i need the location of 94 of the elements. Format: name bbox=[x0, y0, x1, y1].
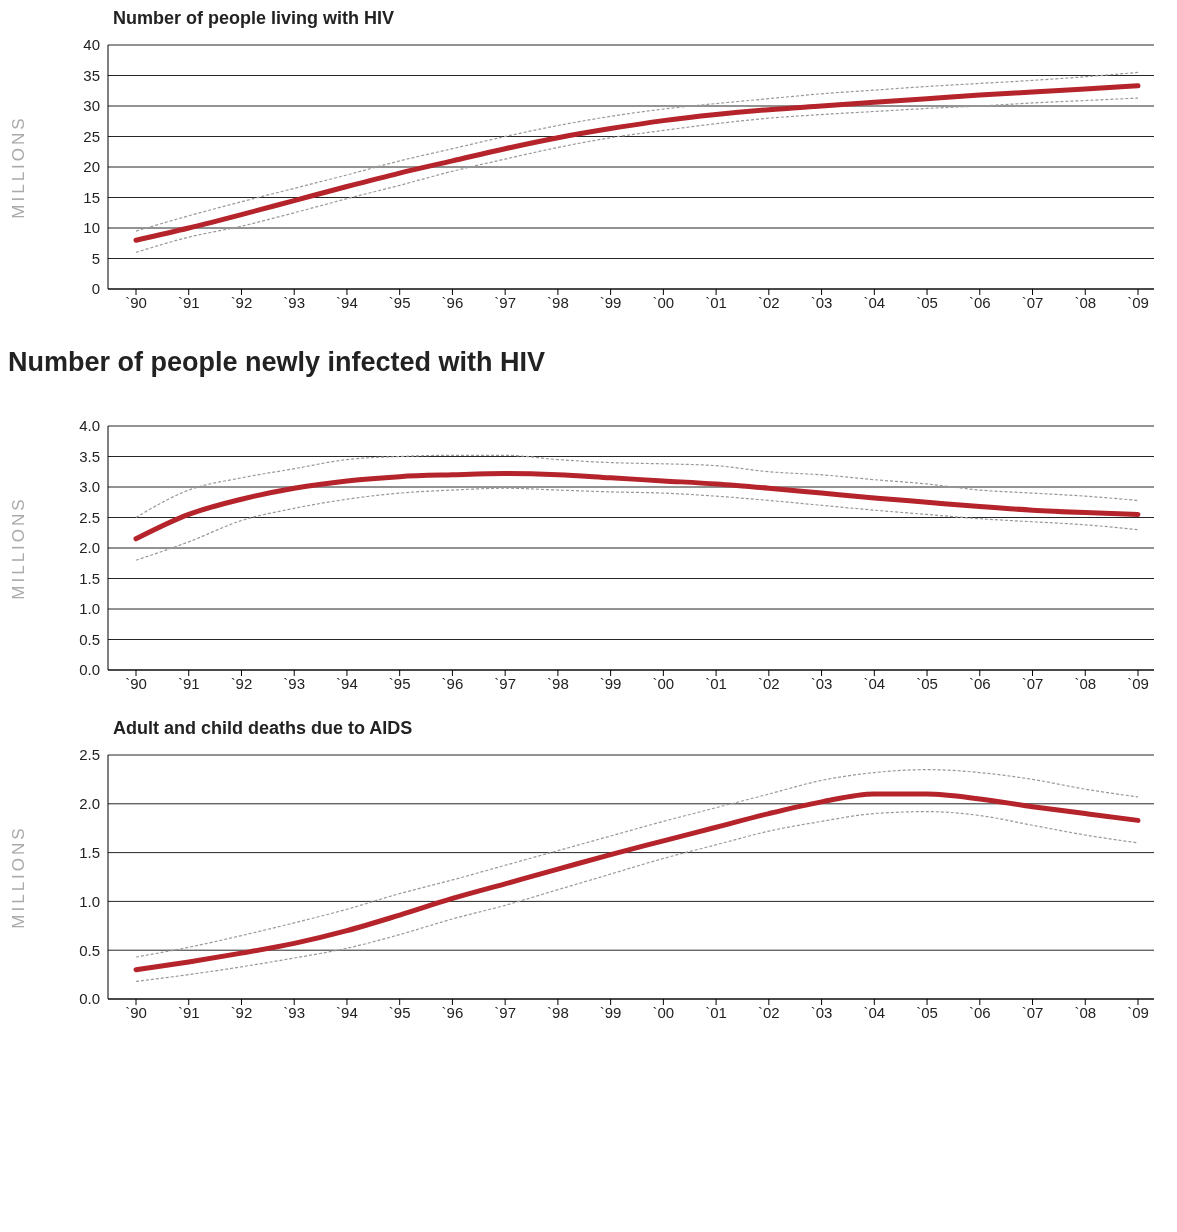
y-tick-label: 0.5 bbox=[79, 630, 100, 648]
y-tick-label: 40 bbox=[83, 36, 100, 54]
chart-title: Number of people living with HIV bbox=[113, 8, 395, 29]
x-tick-label: `99 bbox=[599, 1003, 622, 1021]
x-tick-label: `94 bbox=[336, 1003, 358, 1021]
x-tick-label: `92 bbox=[230, 1003, 253, 1021]
x-tick-label: `03 bbox=[810, 1003, 833, 1021]
line-series bbox=[135, 769, 1139, 958]
x-tick-label: `03 bbox=[810, 674, 833, 692]
x-tick-label: `08 bbox=[1074, 1003, 1097, 1021]
x-tick-label: `91 bbox=[177, 293, 200, 311]
y-tick-label: 0.0 bbox=[79, 990, 100, 1008]
x-tick-label: `99 bbox=[599, 674, 622, 692]
y-tick-label: 2.0 bbox=[79, 539, 100, 557]
x-tick-label: `02 bbox=[758, 1003, 780, 1021]
x-tick-label: `92 bbox=[230, 674, 253, 692]
x-tick-label: `93 bbox=[283, 293, 306, 311]
x-tick-label: `09 bbox=[1127, 293, 1149, 311]
x-tick-label: `93 bbox=[283, 1003, 306, 1021]
y-tick-label: 30 bbox=[83, 97, 100, 115]
y-axis-title: MILLIONS bbox=[9, 115, 29, 219]
x-tick-label: `05 bbox=[916, 293, 938, 311]
chart-title: Number of people newly infected with HIV bbox=[8, 347, 547, 378]
y-tick-label: 10 bbox=[83, 219, 100, 237]
y-tick-label: 1.0 bbox=[79, 892, 100, 910]
x-tick-label: `07 bbox=[1021, 293, 1044, 311]
y-tick-label: 25 bbox=[83, 127, 100, 145]
y-tick-label: 15 bbox=[83, 188, 100, 206]
y-tick-label: 0.0 bbox=[79, 661, 100, 679]
y-tick-label: 2.0 bbox=[79, 795, 100, 813]
x-tick-label: `06 bbox=[968, 293, 991, 311]
x-tick-label: `97 bbox=[494, 674, 516, 692]
x-tick-label: `91 bbox=[177, 1003, 200, 1021]
x-tick-label: `02 bbox=[758, 674, 780, 692]
line-series bbox=[135, 811, 1139, 983]
x-tick-label: `02 bbox=[758, 293, 780, 311]
x-tick-label: `09 bbox=[1127, 674, 1149, 692]
x-tick-label: `00 bbox=[652, 293, 675, 311]
y-tick-label: 20 bbox=[83, 158, 100, 176]
chart-title: Adult and child deaths due to AIDS bbox=[113, 718, 414, 739]
x-tick-label: `94 bbox=[336, 293, 358, 311]
x-tick-label: `04 bbox=[863, 1003, 886, 1021]
x-tick-label: `97 bbox=[494, 1003, 516, 1021]
x-tick-label: `97 bbox=[494, 293, 516, 311]
y-tick-label: 1.5 bbox=[79, 843, 100, 861]
x-tick-label: `05 bbox=[916, 1003, 938, 1021]
x-tick-label: `90 bbox=[125, 293, 147, 311]
x-tick-label: `06 bbox=[968, 1003, 991, 1021]
x-tick-label: `07 bbox=[1021, 674, 1044, 692]
x-tick-label: `04 bbox=[863, 293, 886, 311]
x-tick-label: `90 bbox=[125, 1003, 147, 1021]
y-tick-label: 0.5 bbox=[79, 941, 100, 959]
x-tick-label: `95 bbox=[388, 1003, 411, 1021]
x-tick-label: `95 bbox=[388, 674, 411, 692]
y-tick-label: 1.0 bbox=[79, 600, 100, 618]
x-tick-label: `08 bbox=[1074, 293, 1097, 311]
y-axis-title: MILLIONS bbox=[9, 496, 29, 600]
x-tick-label: `90 bbox=[125, 674, 147, 692]
line-series bbox=[135, 487, 1139, 561]
x-tick-label: `04 bbox=[863, 674, 886, 692]
y-tick-label: 0 bbox=[91, 280, 100, 298]
x-tick-label: `09 bbox=[1127, 1003, 1149, 1021]
y-tick-label: 35 bbox=[83, 66, 100, 84]
x-tick-label: `98 bbox=[547, 674, 569, 692]
x-tick-label: `03 bbox=[810, 293, 833, 311]
x-tick-label: `92 bbox=[230, 293, 253, 311]
x-tick-label: `01 bbox=[705, 1003, 727, 1021]
x-tick-label: `96 bbox=[441, 293, 464, 311]
x-tick-label: `01 bbox=[705, 293, 727, 311]
x-tick-label: `00 bbox=[652, 674, 675, 692]
y-axis-title: MILLIONS bbox=[9, 825, 29, 929]
x-tick-label: `98 bbox=[547, 1003, 569, 1021]
y-tick-label: 2.5 bbox=[79, 508, 100, 526]
line-series bbox=[135, 454, 1139, 519]
x-tick-label: `98 bbox=[547, 293, 569, 311]
x-tick-label: `05 bbox=[916, 674, 938, 692]
y-tick-label: 3.0 bbox=[79, 478, 100, 496]
x-tick-label: `95 bbox=[388, 293, 411, 311]
x-tick-label: `96 bbox=[441, 1003, 464, 1021]
x-tick-label: `93 bbox=[283, 674, 306, 692]
x-tick-label: `08 bbox=[1074, 674, 1097, 692]
y-tick-label: 5 bbox=[91, 249, 100, 267]
x-tick-label: `00 bbox=[652, 1003, 675, 1021]
x-tick-label: `99 bbox=[599, 293, 622, 311]
x-tick-label: `01 bbox=[705, 674, 727, 692]
y-tick-label: 4.0 bbox=[79, 417, 100, 435]
y-tick-label: 3.5 bbox=[79, 447, 100, 465]
x-tick-label: `94 bbox=[336, 674, 358, 692]
x-tick-label: `07 bbox=[1021, 1003, 1044, 1021]
y-tick-label: 1.5 bbox=[79, 569, 100, 587]
x-tick-label: `06 bbox=[968, 674, 991, 692]
x-tick-label: `91 bbox=[177, 674, 200, 692]
x-tick-label: `96 bbox=[441, 674, 464, 692]
y-tick-label: 2.5 bbox=[79, 746, 100, 764]
